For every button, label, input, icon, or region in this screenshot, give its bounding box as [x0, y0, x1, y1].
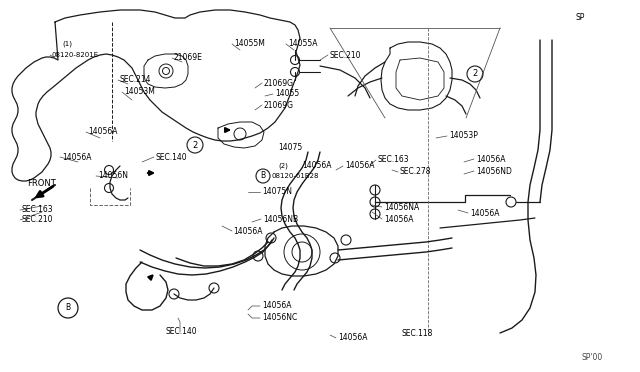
Text: 14055M: 14055M: [234, 39, 265, 48]
Text: SEC.163: SEC.163: [378, 155, 410, 164]
Text: 14056ND: 14056ND: [476, 167, 512, 176]
Text: B: B: [260, 171, 266, 180]
Text: SEC.214: SEC.214: [120, 76, 152, 84]
Text: 2: 2: [193, 141, 198, 150]
Text: SEC.140: SEC.140: [165, 327, 196, 337]
Text: 14056A: 14056A: [345, 161, 374, 170]
Text: (1): (1): [62, 41, 72, 47]
Text: 14075: 14075: [278, 144, 302, 153]
Text: 14053P: 14053P: [449, 131, 478, 141]
Text: 14056A: 14056A: [470, 208, 499, 218]
Text: SEC.210: SEC.210: [22, 215, 54, 224]
Text: SP'00: SP'00: [582, 353, 604, 362]
Text: 14056A: 14056A: [476, 154, 506, 164]
Text: 08120-61B28: 08120-61B28: [272, 173, 319, 179]
Text: 14056A: 14056A: [262, 301, 291, 311]
Text: (2): (2): [278, 163, 288, 169]
Text: 14056A: 14056A: [233, 227, 262, 235]
Text: 14056A: 14056A: [302, 160, 332, 170]
Text: 21069E: 21069E: [174, 54, 203, 62]
Text: 14056A: 14056A: [88, 128, 118, 137]
Text: 14053M: 14053M: [124, 87, 155, 96]
Text: 14056N: 14056N: [98, 171, 128, 180]
Text: 14055: 14055: [275, 90, 300, 99]
Text: 21069G: 21069G: [264, 100, 294, 109]
Text: SEC.210: SEC.210: [330, 51, 362, 60]
Text: SP: SP: [575, 13, 584, 22]
Text: SEC.140: SEC.140: [156, 153, 188, 161]
Text: 14056A: 14056A: [384, 215, 413, 224]
Text: 14075N: 14075N: [262, 187, 292, 196]
Text: 08120-8201E: 08120-8201E: [52, 52, 99, 58]
Text: 14056NC: 14056NC: [262, 314, 297, 323]
Text: SEC.163: SEC.163: [22, 205, 54, 215]
Text: 14056NA: 14056NA: [384, 202, 419, 212]
Text: 14056NB: 14056NB: [263, 215, 298, 224]
Text: SEC.278: SEC.278: [400, 167, 431, 176]
Text: 2: 2: [472, 70, 477, 78]
Text: 21069G: 21069G: [264, 78, 294, 87]
Text: FRONT: FRONT: [27, 179, 56, 187]
Text: SEC.118: SEC.118: [402, 328, 433, 337]
Text: 14055A: 14055A: [288, 39, 317, 48]
Text: 14056A: 14056A: [338, 334, 367, 343]
Text: B: B: [65, 304, 70, 312]
Text: 14056A: 14056A: [62, 153, 92, 161]
